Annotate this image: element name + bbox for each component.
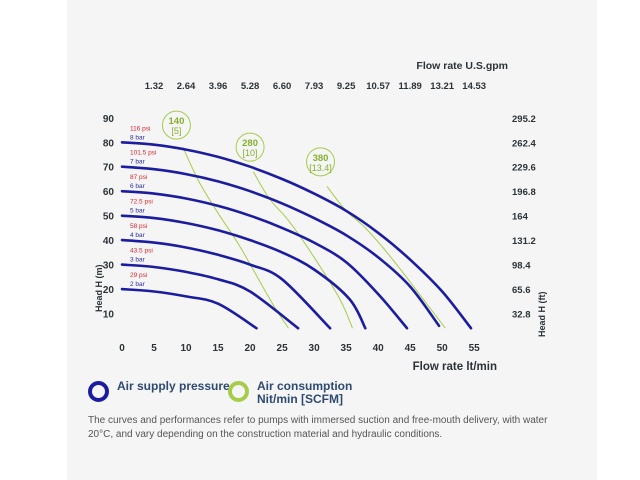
top-tick-label: 6.60 bbox=[273, 81, 292, 92]
x-tick-label: 45 bbox=[405, 343, 417, 354]
right-tick-label: 164 bbox=[512, 212, 529, 223]
air-consumption-scfm: [13.4] bbox=[309, 163, 332, 173]
top-tick-label: 3.96 bbox=[209, 81, 228, 92]
y-tick-label: 20 bbox=[103, 285, 115, 296]
pressure-curve bbox=[120, 214, 367, 330]
air-consumption-label: 140 bbox=[169, 116, 185, 127]
y-tick-label: 10 bbox=[103, 310, 115, 321]
pressure-bar-label: 2 bar bbox=[130, 281, 146, 288]
air-consumption-marker bbox=[235, 132, 265, 162]
y-tick-label: 40 bbox=[103, 236, 115, 247]
top-tick-label: 7.93 bbox=[305, 81, 324, 92]
y-tick-label: 60 bbox=[103, 187, 115, 198]
pressure-psi-label: 101.5 psi bbox=[130, 150, 156, 157]
air-consumption-scfm: [10] bbox=[243, 148, 258, 158]
y-tick-label: 80 bbox=[103, 138, 115, 149]
pressure-curve bbox=[120, 287, 258, 330]
x-tick-label: 55 bbox=[469, 343, 481, 354]
y-axis-title-left: Head H (m) bbox=[94, 264, 104, 312]
right-tick-label: 98.4 bbox=[512, 261, 531, 272]
pressure-bar-label: 3 bar bbox=[130, 257, 146, 264]
pressure-curve bbox=[120, 141, 473, 330]
x-tick-label: 40 bbox=[373, 343, 385, 354]
pressure-psi-label: 43.5 psi bbox=[130, 248, 153, 255]
right-tick-label: 295.2 bbox=[512, 114, 536, 125]
air-consumption-marker bbox=[306, 147, 336, 177]
content-panel bbox=[67, 0, 597, 480]
x-tick-label: 50 bbox=[437, 343, 449, 354]
x-tick-label: 15 bbox=[212, 343, 224, 354]
right-tick-label: 196.8 bbox=[512, 187, 536, 198]
top-tick-label: 2.64 bbox=[177, 81, 196, 92]
y-tick-label: 70 bbox=[103, 163, 115, 174]
air-consumption-line bbox=[326, 185, 446, 329]
x-tick-label: 20 bbox=[245, 343, 257, 354]
air-ring-icon bbox=[228, 381, 249, 402]
pressure-psi-label: 58 psi bbox=[130, 223, 147, 230]
pressure-curve bbox=[120, 189, 409, 330]
top-tick-label: 5.28 bbox=[241, 81, 260, 92]
legend-pressure-label: Air supply pressure bbox=[117, 379, 230, 393]
pressure-bar-label: 7 bar bbox=[130, 159, 146, 166]
air-consumption-label: 280 bbox=[242, 138, 258, 149]
pressure-ring-icon bbox=[88, 381, 109, 402]
pressure-psi-label: 87 psi bbox=[130, 174, 147, 181]
x-tick-label: 25 bbox=[277, 343, 289, 354]
right-tick-label: 229.6 bbox=[512, 163, 536, 174]
y-axis-title-right: Head H (ft) bbox=[537, 292, 547, 338]
air-consumption-scfm: [5] bbox=[171, 126, 181, 136]
air-consumption-marker bbox=[161, 110, 191, 140]
right-tick-label: 262.4 bbox=[512, 138, 536, 149]
x-tick-label: 10 bbox=[180, 343, 192, 354]
pressure-bar-label: 4 bar bbox=[130, 232, 146, 239]
top-tick-label: 1.32 bbox=[145, 81, 164, 92]
y-tick-label: 50 bbox=[103, 212, 115, 223]
x-tick-label: 30 bbox=[309, 343, 321, 354]
pressure-psi-label: 29 psi bbox=[130, 272, 147, 279]
y-tick-label: 90 bbox=[103, 114, 115, 125]
x-axis-title: Flow rate lt/min bbox=[413, 361, 497, 373]
y-tick-label: 30 bbox=[103, 261, 115, 272]
legend-pressure: Air supply pressure bbox=[88, 380, 237, 402]
air-consumption-line bbox=[182, 146, 289, 329]
pressure-bar-label: 6 bar bbox=[130, 183, 146, 190]
top-tick-label: 13.21 bbox=[430, 81, 454, 92]
pressure-bar-label: 8 bar bbox=[130, 134, 146, 141]
pressure-psi-label: 116 psi bbox=[130, 125, 150, 132]
x-tick-label: 5 bbox=[151, 343, 157, 354]
pressure-curve bbox=[120, 238, 332, 330]
top-tick-label: 9.25 bbox=[337, 81, 356, 92]
right-tick-label: 131.2 bbox=[512, 236, 536, 247]
top-tick-label: 11.89 bbox=[399, 81, 422, 92]
pressure-curve bbox=[120, 165, 441, 328]
pressure-curve bbox=[120, 263, 300, 330]
performance-note: The curves and performances refer to pum… bbox=[88, 415, 548, 440]
pressure-psi-label: 72.5 psi bbox=[130, 199, 153, 206]
legend-air-consumption: Air consumption Nit/min [SCFM] bbox=[228, 380, 387, 406]
top-tick-label: 14.53 bbox=[462, 81, 486, 92]
air-consumption-label: 380 bbox=[313, 153, 329, 164]
x-tick-label: 0 bbox=[119, 343, 125, 354]
right-tick-label: 65.6 bbox=[512, 285, 531, 296]
top-tick-label: 10.57 bbox=[366, 81, 390, 92]
right-tick-label: 32.8 bbox=[512, 310, 531, 321]
top-axis-title: Flow rate U.S.gpm bbox=[416, 60, 508, 72]
legend-air-label: Air consumption Nit/min [SCFM] bbox=[257, 379, 353, 406]
x-tick-label: 35 bbox=[341, 343, 353, 354]
pressure-bar-label: 5 bar bbox=[130, 208, 146, 215]
